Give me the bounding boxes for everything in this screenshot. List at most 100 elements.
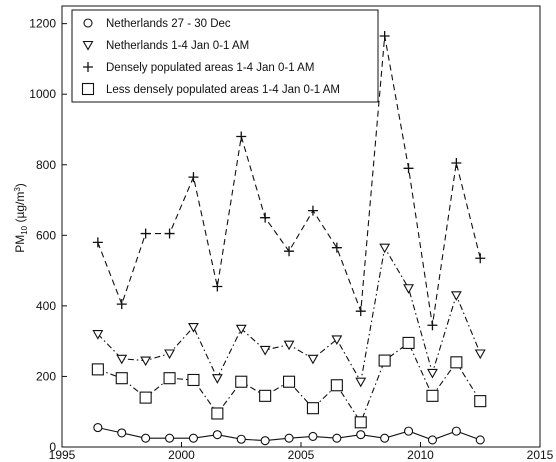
data-point [259,389,272,402]
legend: Netherlands 27 - 30 Dec Netherlands 1-4 J… [71,9,379,103]
legend-item: Netherlands 27 - 30 Dec [83,18,231,30]
legend-item: Less densely populated areas 1-4 Jan 0-1… [81,82,340,96]
x-tick-label: 2010 [407,448,434,462]
x-tick-label: 2000 [168,448,195,462]
axes: 1995 2000 2005 2010 2015 0 200 400 600 800 1000 120… [29,5,554,462]
data-point [307,205,318,216]
data-point [91,363,104,376]
data-point [450,291,462,301]
data-point [378,354,391,367]
legend-marker [81,82,95,96]
data-point [379,243,391,254]
legend-box [71,9,379,103]
data-point [426,389,439,402]
x-tick-label: 2005 [288,448,315,462]
data-point [212,281,223,292]
data-point [427,368,438,379]
data-point [236,131,247,142]
data-point [451,426,461,436]
y-tick-label: 1200 [29,17,56,31]
data-point [332,433,342,443]
legend-label: Netherlands 1-4 Jan 0-1 AM [106,40,249,52]
data-point [140,356,152,367]
data-point [116,354,128,365]
legend-item: Densely populated areas 1-4 Jan 0-1 AM [83,62,314,74]
data-point [330,379,343,392]
data-point [306,402,320,415]
series-layer [91,30,487,446]
data-point [282,375,296,388]
data-point [451,157,462,168]
x-tick-label: 2015 [527,448,554,462]
data-point [356,430,366,440]
data-point [236,434,246,444]
data-point [140,228,151,239]
series-line [97,246,481,384]
data-point [403,426,414,436]
data-point [308,431,318,441]
data-point [474,395,487,408]
data-point [260,436,270,446]
legend-marker [83,18,93,28]
data-point [163,372,176,385]
data-point [115,372,128,385]
data-point [427,320,438,331]
series-4 [91,336,487,429]
data-point [307,354,319,365]
data-point [188,322,199,333]
data-point [450,356,463,369]
data-point [93,423,103,433]
data-point [259,345,271,356]
data-point [139,391,152,404]
y-tick-label: 800 [36,158,56,172]
data-point [211,374,223,384]
data-point [116,299,127,310]
y-axis-label: PM10 (µg/m3) [13,183,29,253]
data-point [235,324,247,335]
data-point [380,433,390,443]
data-point [212,430,222,440]
data-point [427,435,438,445]
x-tick-label: 1995 [49,448,76,462]
legend-marker [83,62,93,72]
data-point [355,306,366,317]
legend-label: Netherlands 27 - 30 Dec [106,18,231,30]
data-point [260,212,271,223]
data-point [475,435,485,445]
data-point [403,284,414,294]
series-3 [92,30,486,331]
series-1 [93,423,485,446]
data-point [403,163,414,174]
y-tick-label: 200 [36,369,56,383]
legend-label: Less densely populated areas 1-4 Jan 0-1… [106,84,340,96]
data-point [164,228,175,239]
data-point [117,428,127,438]
data-point [379,30,390,41]
data-point [474,349,486,360]
data-point [188,433,198,443]
data-point [187,373,200,387]
data-point [235,375,248,388]
data-point [92,237,103,248]
y-tick-label: 1000 [29,87,56,101]
legend-marker [82,40,94,51]
data-point [141,433,151,443]
data-point [354,416,367,429]
series-2 [92,243,486,388]
y-tick-label: 0 [49,440,56,454]
data-point [475,253,486,264]
data-point [188,172,199,183]
legend-item: Netherlands 1-4 Jan 0-1 AM [82,40,249,52]
data-point [331,335,343,346]
data-point [284,433,294,443]
data-point [331,242,342,253]
data-point [284,246,295,257]
data-point [164,349,175,360]
data-point [165,433,175,443]
legend-label: Densely populated areas 1-4 Jan 0-1 AM [106,62,314,74]
data-point [92,330,104,340]
data-point [283,340,295,351]
y-tick-label: 600 [36,228,56,242]
data-point [355,377,367,388]
